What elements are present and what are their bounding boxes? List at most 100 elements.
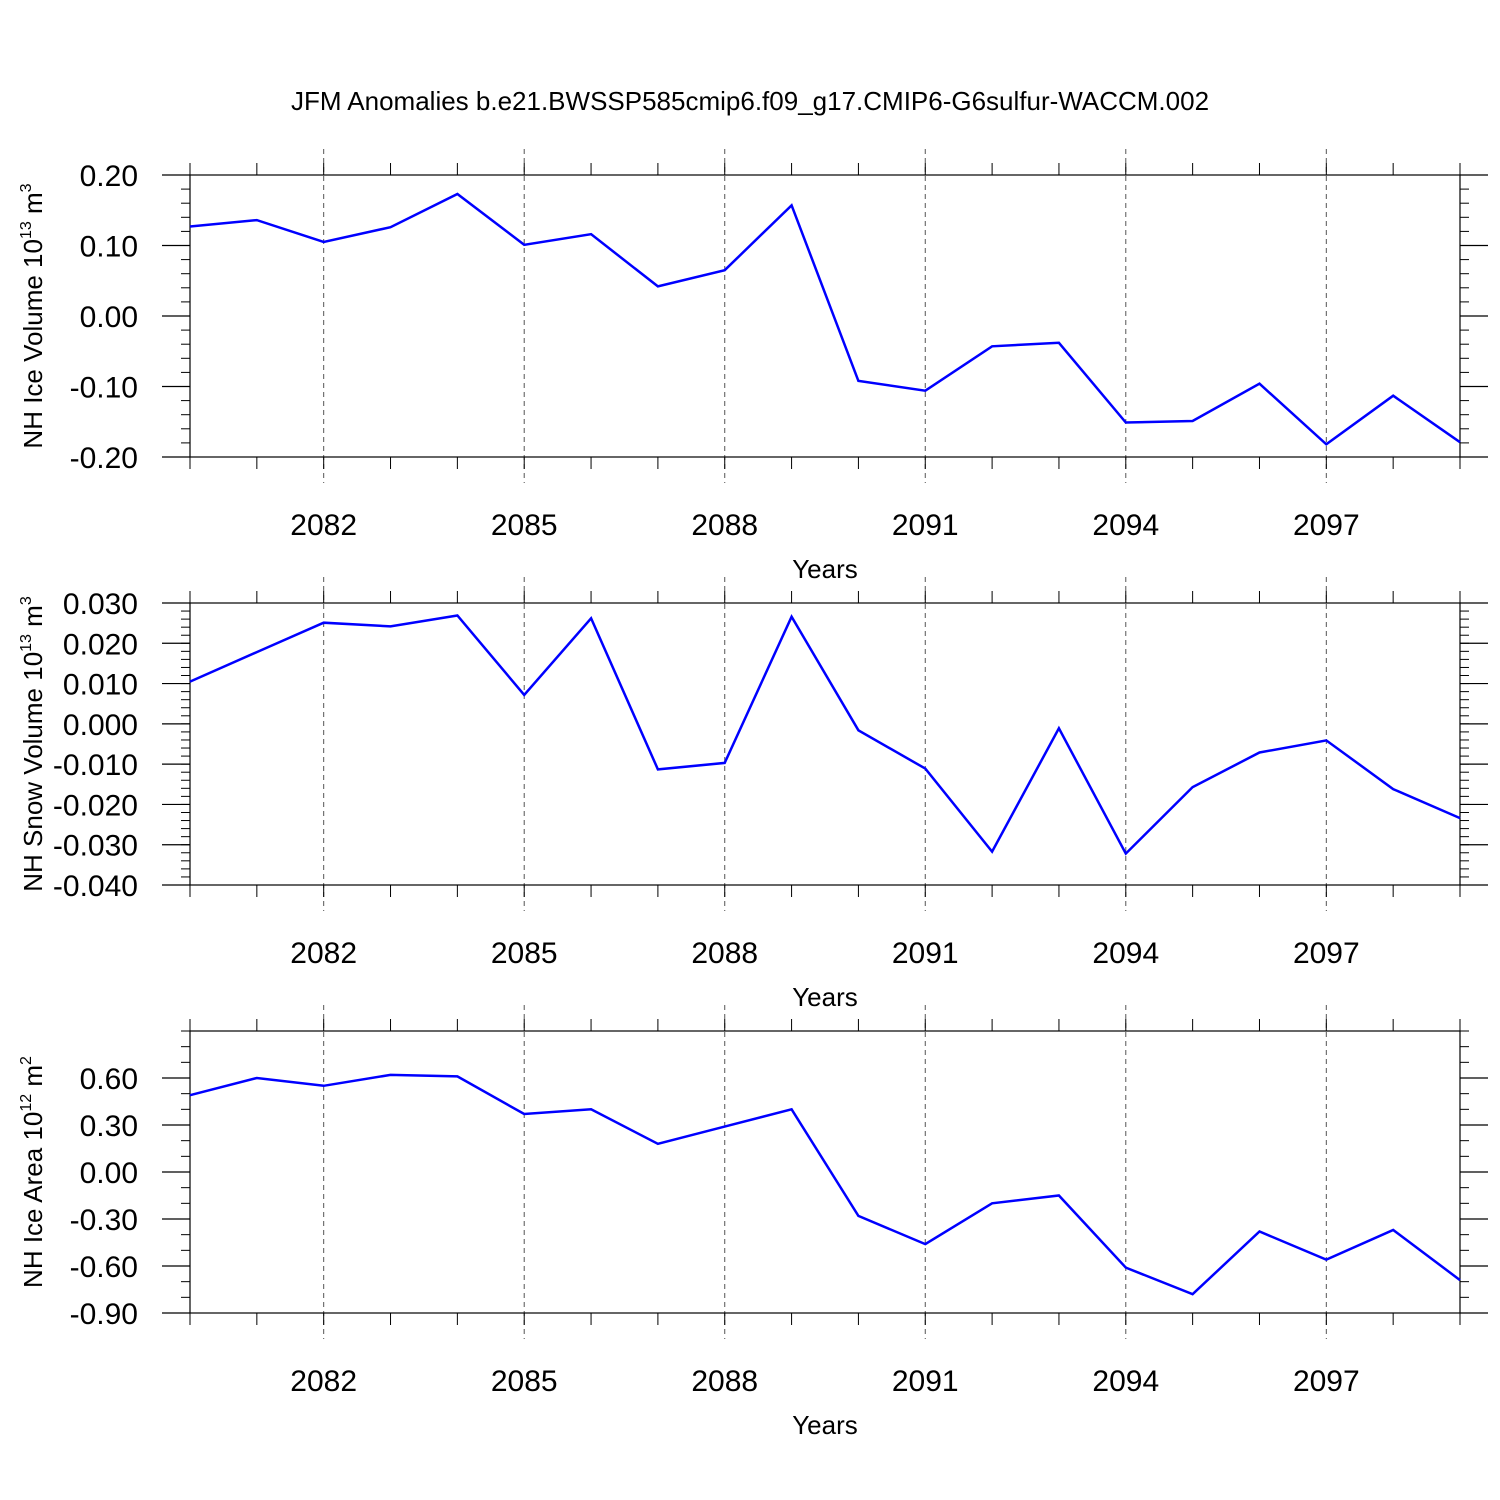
- x-tick-label: 2082: [290, 1365, 357, 1398]
- y-tick-label: 0.030: [63, 588, 138, 621]
- plot-frame: [189, 602, 1461, 886]
- data-point: [1391, 394, 1395, 398]
- data-point: [455, 1074, 459, 1078]
- data-point: [723, 761, 727, 765]
- y-tick-label: 0.000: [63, 709, 138, 742]
- data-point: [255, 218, 259, 222]
- x-tick-label: 2085: [491, 937, 558, 970]
- x-tick-label: 2094: [1092, 509, 1159, 542]
- data-point: [1458, 816, 1462, 820]
- x-tick-label: 2097: [1293, 1365, 1360, 1398]
- panels: 0.20 0.10 0.00 -0.10 -0.20 2082 2085 2088 2091 20…: [18, 149, 1488, 1440]
- data-point: [1124, 852, 1128, 856]
- data-point: [723, 1125, 727, 1129]
- data-point: [1324, 1258, 1328, 1262]
- panel-2: 0.030 0.020 0.010 0.000 -0.010 -0.020 -0.030 -0…: [18, 577, 1488, 1012]
- y-tick-label: 0.00: [80, 1157, 138, 1190]
- x-tick-label: 2088: [691, 1365, 758, 1398]
- y-tick-label: 0.60: [80, 1063, 138, 1096]
- data-point: [990, 850, 994, 854]
- data-point: [522, 693, 526, 697]
- data-point: [656, 1142, 660, 1146]
- data-point: [790, 1107, 794, 1111]
- x-tick-label: 2097: [1293, 937, 1360, 970]
- data-point: [389, 624, 393, 628]
- data-point: [656, 284, 660, 288]
- y-tick-label: -0.020: [53, 789, 138, 822]
- data-point: [322, 1084, 326, 1088]
- series-line: [189, 613, 1461, 856]
- y-axis-label: NH Ice Volume 1013 m3: [18, 183, 48, 448]
- data-point: [322, 621, 326, 625]
- data-point: [389, 225, 393, 229]
- x-tick-label: 2085: [491, 509, 558, 542]
- x-axis-label: Years: [792, 982, 858, 1012]
- series-line: [189, 192, 1461, 446]
- x-tick-label: 2091: [892, 1365, 959, 1398]
- y-tick-label: -0.010: [53, 749, 138, 782]
- data-point: [1458, 440, 1462, 444]
- data-point: [1057, 726, 1061, 730]
- data-point: [522, 1112, 526, 1116]
- y-tick-label: -0.030: [53, 830, 138, 863]
- data-point: [322, 240, 326, 244]
- data-point: [1391, 1228, 1395, 1232]
- y-tick-label: -0.20: [70, 442, 138, 475]
- x-tick-label: 2091: [892, 509, 959, 542]
- x-tick-label: 2088: [691, 937, 758, 970]
- data-point: [1124, 1266, 1128, 1270]
- data-point: [1391, 787, 1395, 791]
- data-point: [1458, 1278, 1462, 1282]
- data-point: [856, 379, 860, 383]
- y-tick-label: 0.30: [80, 1110, 138, 1143]
- data-point: [455, 192, 459, 196]
- data-point: [1324, 442, 1328, 446]
- data-point: [522, 243, 526, 247]
- x-axis-label: Years: [792, 1410, 858, 1440]
- x-tick-label: 2082: [290, 937, 357, 970]
- data-point: [790, 203, 794, 207]
- data-point: [1257, 750, 1261, 754]
- data-point: [1257, 1230, 1261, 1234]
- y-tick-label: -0.040: [53, 870, 138, 903]
- y-tick-label: -0.60: [70, 1251, 138, 1284]
- y-axis-label: NH Snow Volume 1013 m3: [18, 596, 48, 892]
- data-point: [1057, 341, 1061, 345]
- plot-frame: [189, 1030, 1461, 1314]
- y-tick-label: 0.20: [80, 160, 138, 193]
- data-point: [589, 616, 593, 620]
- y-tick-label: 0.020: [63, 628, 138, 661]
- data-point: [589, 1107, 593, 1111]
- y-axis-label: NH Ice Area 1012 m2: [18, 1056, 48, 1288]
- y-tick-label: -0.30: [70, 1204, 138, 1237]
- panel-1: 0.20 0.10 0.00 -0.10 -0.20 2082 2085 2088 2091 20…: [18, 149, 1488, 584]
- data-point: [656, 767, 660, 771]
- data-point: [188, 224, 192, 228]
- data-point: [389, 1073, 393, 1077]
- data-point: [923, 1242, 927, 1246]
- y-tick-label: 0.010: [63, 669, 138, 702]
- data-point: [1124, 420, 1128, 424]
- data-point: [723, 268, 727, 272]
- figure-title: JFM Anomalies b.e21.BWSSP585cmip6.f09_g1…: [291, 86, 1209, 116]
- data-point: [990, 1201, 994, 1205]
- data-point: [856, 1214, 860, 1218]
- data-point: [923, 389, 927, 393]
- data-point: [255, 1076, 259, 1080]
- x-tick-label: 2091: [892, 937, 959, 970]
- data-point: [188, 1093, 192, 1097]
- x-tick-label: 2082: [290, 509, 357, 542]
- series-line: [189, 1073, 1461, 1296]
- data-point: [990, 344, 994, 348]
- data-point: [1191, 785, 1195, 789]
- x-tick-label: 2085: [491, 1365, 558, 1398]
- data-point: [856, 728, 860, 732]
- x-tick-label: 2088: [691, 509, 758, 542]
- y-tick-label: 0.10: [80, 231, 138, 264]
- plot-frame: [189, 174, 1461, 458]
- x-axis-label: Years: [792, 554, 858, 584]
- data-point: [923, 767, 927, 771]
- panel-3: 0.60 0.30 0.00 -0.30 -0.60 -0.90 2082 2085 2088 2…: [18, 1005, 1488, 1440]
- y-tick-label: -0.90: [70, 1298, 138, 1331]
